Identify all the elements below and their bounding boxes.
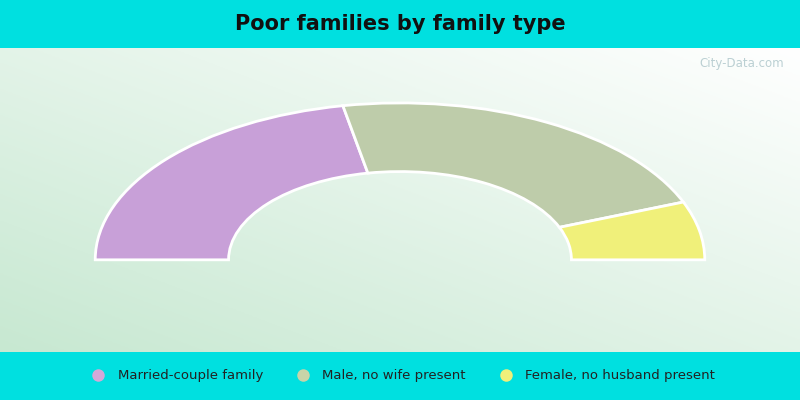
Wedge shape xyxy=(95,106,368,260)
Text: City-Data.com: City-Data.com xyxy=(699,57,784,70)
Wedge shape xyxy=(343,103,683,227)
Wedge shape xyxy=(559,202,705,260)
Legend: Married-couple family, Male, no wife present, Female, no husband present: Married-couple family, Male, no wife pre… xyxy=(79,364,721,388)
Text: Poor families by family type: Poor families by family type xyxy=(234,14,566,34)
